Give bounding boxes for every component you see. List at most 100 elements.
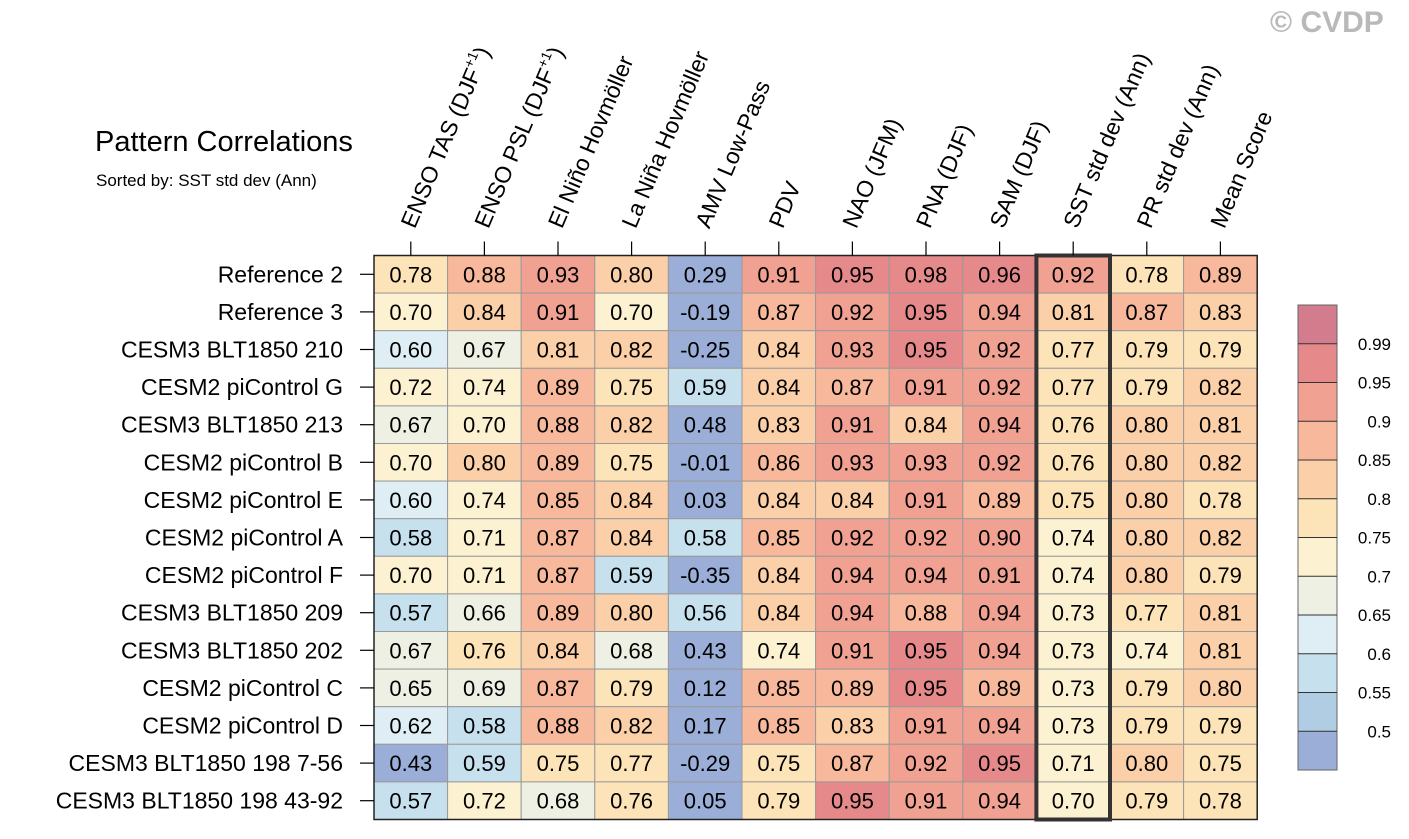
heatmap-cell bbox=[1183, 518, 1258, 557]
cell-value: 0.76 bbox=[463, 638, 506, 663]
column-label: PNA (DJF) bbox=[911, 120, 978, 231]
cell-value: 0.76 bbox=[610, 789, 653, 814]
heatmap-cell bbox=[447, 443, 522, 482]
heatmap-cell bbox=[594, 781, 669, 821]
cell-value: 0.88 bbox=[463, 262, 506, 287]
cell-value: 0.70 bbox=[1052, 789, 1095, 814]
colorbar-swatch bbox=[1298, 460, 1337, 499]
cell-value: 0.89 bbox=[537, 601, 580, 626]
cell-value: 0.92 bbox=[905, 751, 948, 776]
cell-value: 0.84 bbox=[757, 338, 800, 363]
cell-value: 0.87 bbox=[537, 676, 580, 701]
cell-value: 0.92 bbox=[978, 450, 1021, 475]
heatmap-cell bbox=[1183, 743, 1258, 783]
cell-value: 0.03 bbox=[684, 488, 727, 513]
cell-value: 0.91 bbox=[757, 262, 800, 287]
cell-value: 0.94 bbox=[831, 563, 874, 588]
heatmap-cell bbox=[741, 480, 817, 520]
cell-value: 0.82 bbox=[1199, 526, 1242, 551]
cell-value: 0.94 bbox=[978, 638, 1021, 663]
heatmap-cell bbox=[667, 292, 743, 332]
heatmap-cell bbox=[888, 405, 964, 444]
cell-value: 0.75 bbox=[610, 375, 653, 400]
column-label-text: ENSO TAS (DJF bbox=[395, 64, 486, 231]
cell-value: 0.91 bbox=[905, 375, 948, 400]
heatmap-cell bbox=[667, 668, 743, 708]
cell-value: 0.85 bbox=[537, 488, 580, 513]
cell-value: 0.71 bbox=[463, 526, 506, 551]
heatmap-cell bbox=[1035, 781, 1111, 821]
column-label: Mean Score bbox=[1205, 107, 1277, 231]
colorbar-swatch bbox=[1298, 692, 1337, 732]
heatmap-cell bbox=[815, 593, 890, 633]
cell-value: 0.89 bbox=[1199, 262, 1242, 287]
cell-value: 0.79 bbox=[1125, 789, 1168, 814]
heatmap-cell bbox=[962, 443, 1037, 482]
heatmap-cell bbox=[962, 668, 1037, 708]
cell-value: 0.58 bbox=[389, 526, 432, 551]
cell-value: 0.59 bbox=[684, 375, 727, 400]
cell-value: 0.84 bbox=[905, 413, 948, 438]
cell-value: 0.81 bbox=[537, 338, 580, 363]
cell-value: 0.68 bbox=[610, 638, 653, 663]
heatmap-cell bbox=[741, 518, 817, 557]
heatmap-cell bbox=[520, 668, 596, 708]
cell-value: 0.70 bbox=[463, 413, 506, 438]
cell-value: 0.74 bbox=[1052, 526, 1095, 551]
cell-value: 0.88 bbox=[537, 413, 580, 438]
cell-value: 0.87 bbox=[757, 300, 800, 325]
heatmap-cell bbox=[962, 292, 1037, 332]
heatmap-cell bbox=[962, 518, 1037, 557]
cell-value: 0.78 bbox=[1199, 488, 1242, 513]
colorbar-label: 0.6 bbox=[1367, 645, 1391, 664]
cell-value: 0.75 bbox=[1199, 751, 1242, 776]
cell-value: 0.82 bbox=[1199, 450, 1242, 475]
colorbar-label: 0.7 bbox=[1367, 567, 1391, 586]
cell-value: 0.65 bbox=[389, 676, 432, 701]
heatmap-cell bbox=[1183, 330, 1258, 369]
heatmap-cell bbox=[741, 405, 817, 444]
heatmap-cell bbox=[962, 593, 1037, 633]
heatmap-cell bbox=[667, 405, 743, 444]
cell-value: 0.91 bbox=[905, 714, 948, 739]
cell-value: 0.71 bbox=[1052, 751, 1095, 776]
cell-value: 0.77 bbox=[1052, 375, 1095, 400]
colorbar-label: 0.95 bbox=[1358, 374, 1391, 393]
cell-value: 0.81 bbox=[1199, 413, 1242, 438]
cell-value: 0.87 bbox=[537, 526, 580, 551]
cell-value: 0.12 bbox=[684, 676, 727, 701]
heatmap-cell bbox=[1109, 555, 1185, 595]
cell-value: 0.80 bbox=[610, 262, 653, 287]
row-label: CESM3 BLT1850 198 43-92 bbox=[56, 788, 343, 814]
colorbar-swatch bbox=[1298, 343, 1337, 383]
cell-value: 0.70 bbox=[389, 450, 432, 475]
cell-value: 0.88 bbox=[905, 601, 948, 626]
cell-value: 0.80 bbox=[1125, 751, 1168, 776]
heatmap-cell bbox=[741, 706, 817, 745]
cell-value: 0.91 bbox=[831, 638, 874, 663]
row-label: CESM2 piControl F bbox=[145, 562, 343, 588]
heatmap-cell bbox=[888, 555, 964, 595]
heatmap-cell bbox=[447, 668, 522, 708]
cell-value: 0.80 bbox=[1125, 413, 1168, 438]
row-label: Reference 3 bbox=[218, 299, 343, 325]
cell-value: 0.67 bbox=[389, 413, 432, 438]
cell-value: 0.79 bbox=[757, 789, 800, 814]
cell-value: 0.72 bbox=[389, 375, 432, 400]
heatmap-cell bbox=[447, 255, 522, 294]
heatmap-cell bbox=[447, 593, 522, 633]
cell-value: 0.90 bbox=[978, 526, 1021, 551]
row-label: CESM3 BLT1850 213 bbox=[121, 412, 343, 438]
heatmap-cell bbox=[1109, 743, 1185, 783]
heatmap-cell bbox=[741, 593, 817, 633]
cell-value: 0.75 bbox=[1052, 488, 1095, 513]
heatmap-cell bbox=[741, 743, 817, 783]
colorbar-swatch bbox=[1298, 537, 1337, 577]
heatmap-cell bbox=[888, 593, 964, 633]
cell-value: -0.35 bbox=[680, 563, 730, 588]
colorbar-label: 0.99 bbox=[1358, 335, 1391, 354]
cell-value: 0.94 bbox=[978, 300, 1021, 325]
cell-value: 0.79 bbox=[1125, 338, 1168, 363]
chart-title: Pattern Correlations bbox=[95, 126, 353, 158]
cell-value: 0.77 bbox=[1125, 601, 1168, 626]
